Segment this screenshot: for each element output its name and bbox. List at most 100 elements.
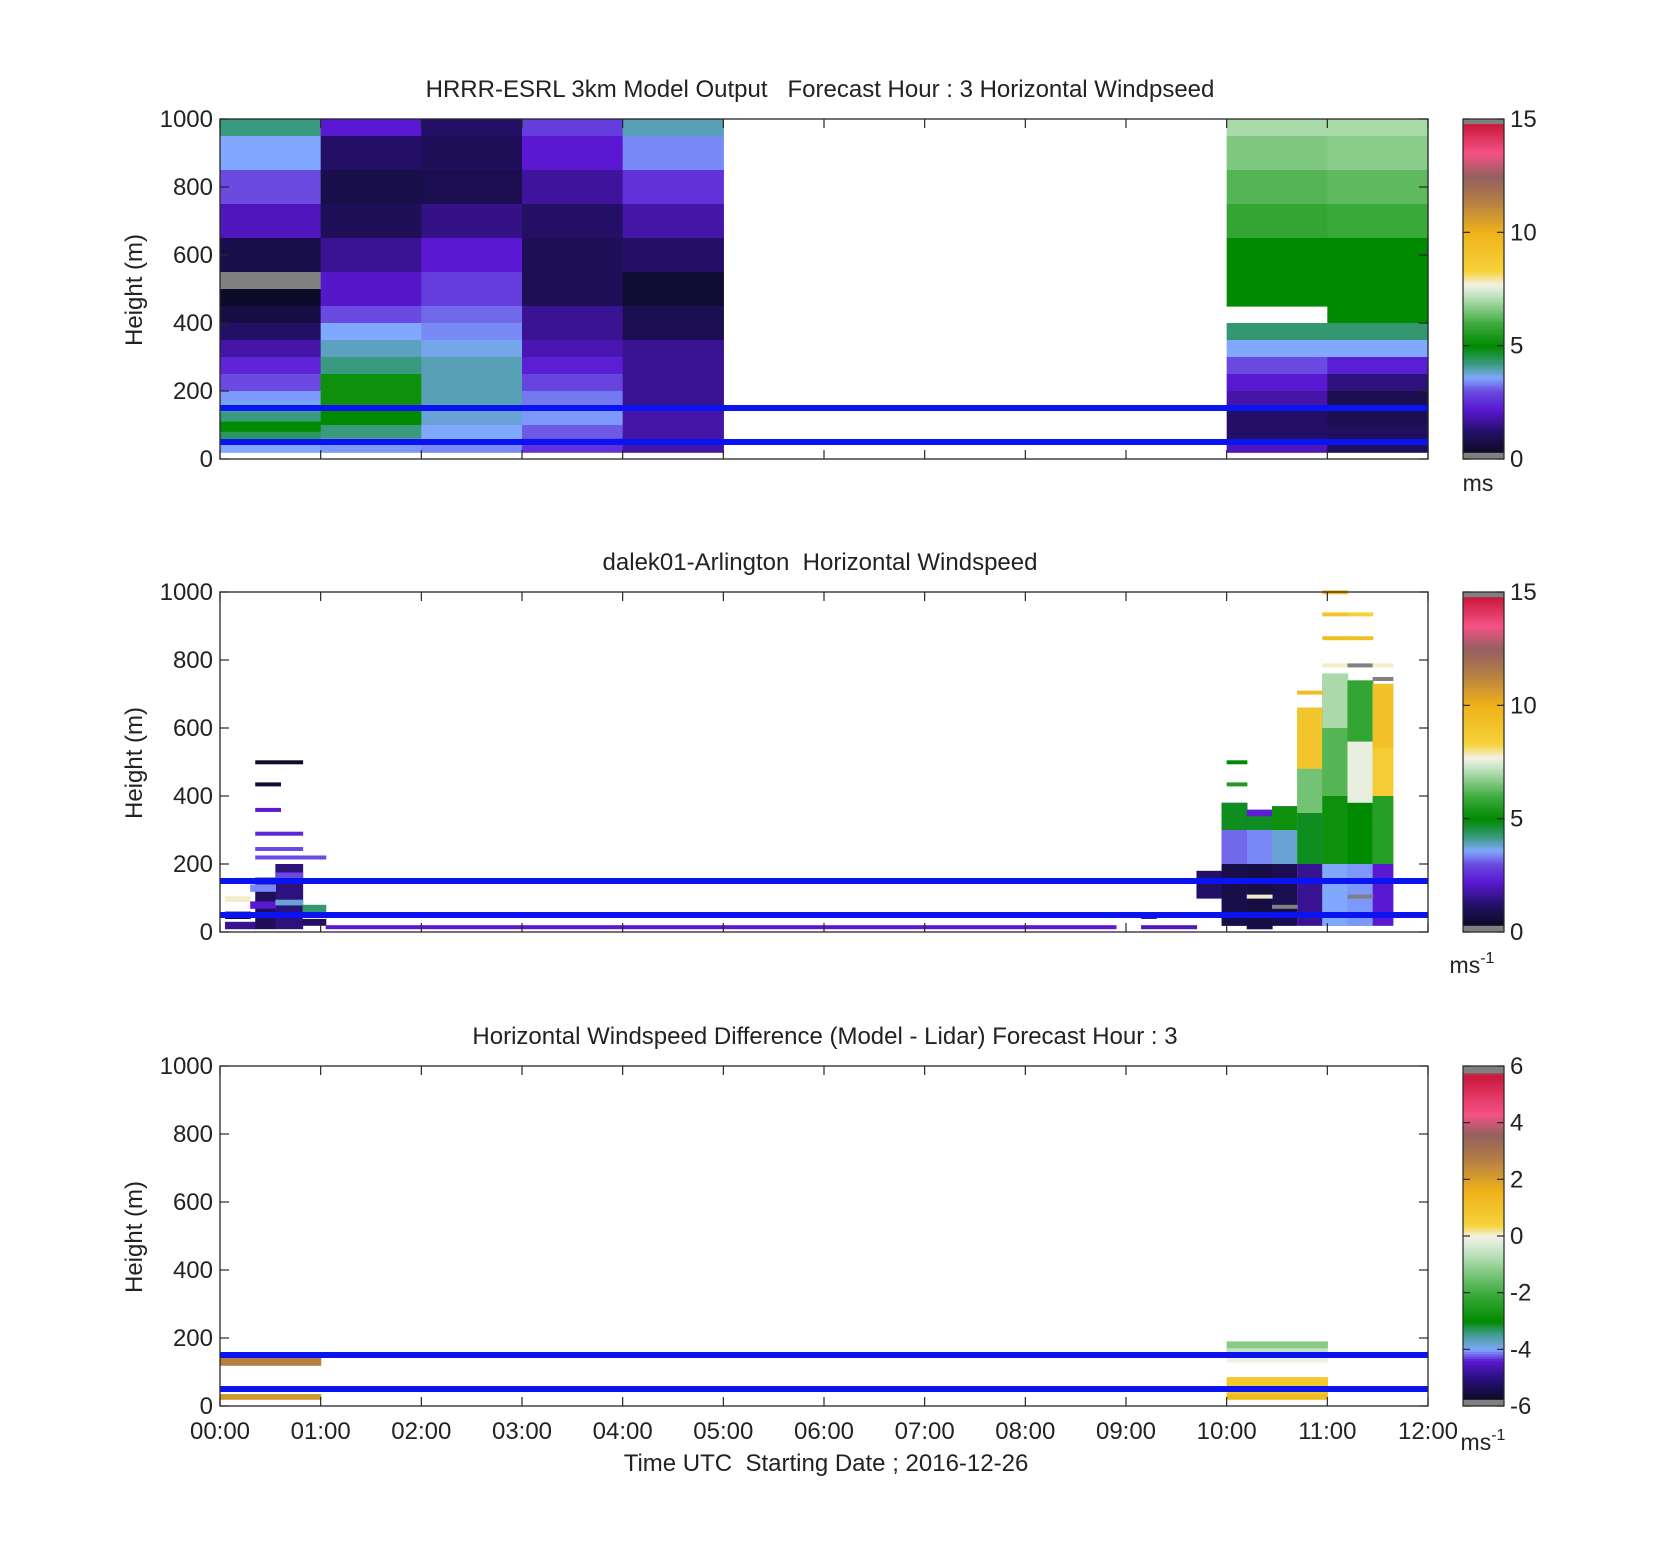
heatmap-cell [1226,204,1328,239]
heatmap-cell [1347,894,1374,899]
y-axis-label: Height (m) [121,707,148,819]
colorbar-segment [1463,911,1504,915]
colorbar-segment [1463,1347,1504,1350]
colorbar-segment [1463,388,1504,392]
heatmap-cell [275,899,304,906]
colorbar-segment [1463,1365,1504,1369]
y-ticks: 0 200 400 600 800 1000 [160,579,1428,946]
colorbar-segment [1463,406,1504,410]
heatmap-cell [220,323,322,341]
heatmap-cell [325,925,1117,930]
colorbar-segment [1463,277,1504,281]
colorbar-segment [1463,877,1504,881]
colorbar-segment [1463,123,1504,127]
colorbar-segment [1463,882,1504,885]
x-tick-label: 08:00 [995,1418,1055,1445]
colorbar-segment [1463,436,1504,440]
colorbar-segment [1463,128,1504,131]
colorbar-segment [1463,400,1504,403]
heatmap-cell [1372,748,1394,797]
heatmap-cell [1221,830,1248,865]
colorbar-segment [1463,1326,1504,1330]
heatmap-cell [220,306,322,324]
colorbar-segment [1463,279,1504,283]
heatmap-cell [1221,802,1248,831]
colorbar-segment [1463,1136,1504,1140]
heatmap-cell [1322,673,1349,729]
colorbar-segment [1463,1249,1504,1253]
y-tick-label: 600 [173,242,213,269]
colorbar-segment [1463,343,1504,347]
colorbar-segment [1463,598,1504,602]
colorbar-segment [1463,929,1504,933]
colorbar-segment [1463,1301,1504,1305]
colorbar-segment [1463,449,1504,453]
colorbar-segment [1463,859,1504,863]
colorbar-segment [1463,354,1504,358]
colorbar-segment [1463,440,1504,444]
heatmap-cell [220,411,322,423]
colorbar-segment [1463,209,1504,213]
colorbar-segment [1463,1102,1504,1106]
heatmap-cell [255,807,281,812]
colorbar-segment [1463,1190,1504,1194]
y-tick-label: 400 [173,1257,213,1284]
colorbar-segment [1463,1390,1504,1393]
heatmap-cell [622,408,724,453]
heatmap-cell [1226,119,1328,137]
colorbar-segment [1463,375,1504,378]
heatmap-cell [302,904,327,913]
colorbar-segment [1463,1090,1504,1094]
colorbar-segment [1463,302,1504,306]
colorbar-tick-label: 10 [1510,219,1537,246]
colorbar-segment [1463,1113,1504,1117]
colorbar-segment [1463,1199,1504,1203]
colorbar-segment [1463,347,1504,351]
colorbar-tick-label: 0 [1510,1223,1523,1250]
x-ticks [219,592,1429,932]
heatmap-cell [522,204,624,239]
heatmap-cell [320,170,422,205]
heatmap-cell [275,872,304,879]
heatmap-cell [220,431,322,443]
colorbar-segment [1463,825,1504,829]
colorbar-segment [1463,811,1504,815]
colorbar-segment [1463,1120,1504,1124]
colorbar-segment [1463,777,1504,781]
colorbar-segment [1463,245,1504,249]
y-tick-label: 200 [173,1325,213,1352]
heatmap-cell [250,884,276,892]
colorbar-segment [1463,415,1504,419]
colorbar-segment [1463,707,1504,711]
colorbar-segment [1463,1317,1504,1321]
heatmap-cell [1226,1348,1328,1353]
colorbar-segment [1463,216,1504,220]
colorbar-segment [1463,1124,1504,1128]
colorbar-segment [1463,1170,1504,1174]
colorbar-segment [1463,359,1504,363]
colorbar-segment [1463,610,1504,613]
colorbar-segment [1463,752,1504,756]
colorbar-segment [1463,318,1504,322]
colorbar-segment [1463,623,1504,627]
colorbar-segment [1463,1109,1504,1112]
colorbar-segment [1463,1242,1504,1246]
colorbar-segment [1463,1233,1504,1237]
colorbar-segment [1463,1081,1504,1085]
colorbar-segment [1463,304,1504,308]
heatmap-cell [1327,119,1429,137]
colorbar-segment [1463,730,1504,734]
colorbar-segment [1463,422,1504,426]
colorbar-segment [1463,1340,1504,1344]
heatmap-cell [1196,870,1223,899]
colorbar-segment [1463,1324,1504,1328]
colorbar-segment [1463,1263,1504,1267]
colorbar-segment [1463,725,1504,729]
colorbar-segment [1463,1075,1504,1078]
heatmap-cell [255,847,304,851]
colorbar-segment [1463,1356,1504,1359]
heatmap-cell [320,136,422,171]
heatmap-cell [220,340,322,358]
colorbar-segment [1463,372,1504,376]
colorbar-segment [1463,1319,1504,1323]
